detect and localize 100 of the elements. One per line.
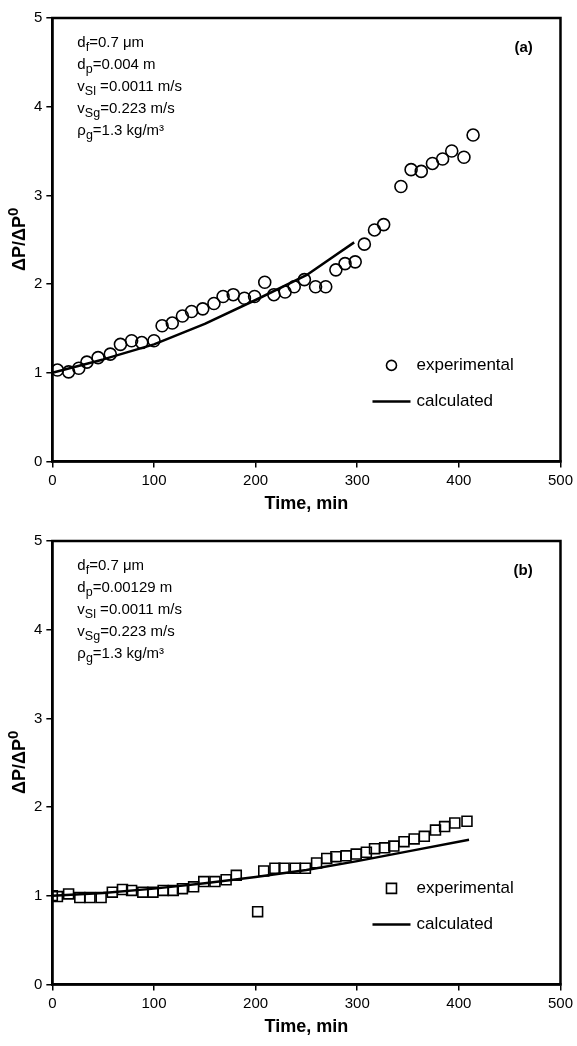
y-tick-label: 1 xyxy=(34,362,43,380)
point xyxy=(408,833,420,845)
point xyxy=(91,350,105,365)
point xyxy=(157,884,169,897)
point xyxy=(62,888,75,900)
annotation: d$_{f}$=0.7 μm xyxy=(77,556,145,577)
x-tick-label: 100 xyxy=(141,993,167,1011)
point xyxy=(278,862,290,874)
point xyxy=(267,287,281,302)
point xyxy=(278,285,292,299)
point xyxy=(388,840,400,852)
point xyxy=(198,875,210,888)
point xyxy=(457,150,471,165)
x-tick-label: 400 xyxy=(446,470,472,488)
point xyxy=(137,886,149,898)
point xyxy=(357,237,372,251)
y-tick-label: 0 xyxy=(34,974,43,992)
point xyxy=(226,287,241,302)
point xyxy=(52,363,65,377)
point xyxy=(113,337,128,352)
point xyxy=(320,852,333,865)
point xyxy=(257,865,270,877)
annotation: v$_{Sg}$=0.223 m/s xyxy=(77,99,175,120)
point xyxy=(338,256,352,271)
point xyxy=(251,905,264,918)
point xyxy=(209,875,221,888)
x-tick-label: 400 xyxy=(446,993,472,1011)
point xyxy=(360,846,373,859)
x-tick-label: 500 xyxy=(547,993,573,1011)
x-tick-label: 200 xyxy=(243,993,269,1011)
point xyxy=(103,347,118,361)
point xyxy=(367,223,382,237)
x-tick-label: 500 xyxy=(547,470,573,488)
point xyxy=(95,891,107,904)
point xyxy=(348,255,362,269)
annotation: v$_{Sl}$ =0.0011 m/s xyxy=(77,600,182,621)
text: (a) xyxy=(514,38,533,55)
text: (b) xyxy=(513,561,533,578)
point xyxy=(74,891,86,904)
point xyxy=(425,156,440,171)
point xyxy=(299,862,312,874)
x-tick-label: 0 xyxy=(48,993,57,1011)
point xyxy=(398,835,410,848)
point xyxy=(394,179,408,194)
point xyxy=(116,883,129,896)
y-tick-label: 2 xyxy=(34,797,43,815)
x-tick-label: 100 xyxy=(141,470,167,488)
x-tick-label: 200 xyxy=(243,470,269,488)
point xyxy=(318,279,333,294)
point xyxy=(414,164,429,179)
point xyxy=(310,857,323,869)
point xyxy=(461,815,473,827)
point xyxy=(61,365,76,379)
point xyxy=(435,152,450,166)
point xyxy=(438,820,451,833)
point xyxy=(184,304,199,319)
annotation: v$_{Sl}$ =0.0011 m/s xyxy=(77,77,182,98)
point xyxy=(289,862,301,874)
point xyxy=(52,890,64,903)
point xyxy=(106,886,119,898)
point xyxy=(429,824,442,836)
point xyxy=(297,272,312,287)
point xyxy=(340,850,352,862)
point xyxy=(230,869,243,882)
point xyxy=(376,217,391,232)
y-tick-label: 5 xyxy=(34,8,43,26)
point xyxy=(404,162,418,177)
point xyxy=(195,302,210,316)
x-tick-label: 300 xyxy=(344,993,370,1011)
point xyxy=(368,842,381,855)
point xyxy=(329,263,343,277)
point xyxy=(449,817,461,829)
point xyxy=(330,850,342,863)
point xyxy=(308,279,323,294)
point xyxy=(84,891,96,904)
point xyxy=(147,334,161,348)
y-tick-label: 1 xyxy=(34,885,43,903)
y-tick-label: 2 xyxy=(34,274,43,292)
point xyxy=(466,128,480,142)
point xyxy=(147,886,159,898)
point xyxy=(350,848,362,860)
point xyxy=(418,830,431,843)
point xyxy=(257,275,272,290)
x-axis-title: Time, min xyxy=(264,1016,349,1037)
point xyxy=(165,316,180,330)
point xyxy=(287,279,302,294)
y-tick-label: 5 xyxy=(34,531,43,549)
annotation: ρ$_{g}$=1.3 kg/m³ xyxy=(77,643,165,667)
annotation: ρ$_{g}$=1.3 kg/m³ xyxy=(77,120,165,144)
legend-label: experimental xyxy=(416,355,514,375)
point xyxy=(237,291,252,306)
legend-label: calculated xyxy=(416,391,494,411)
y-tick-label: 3 xyxy=(34,185,43,203)
point xyxy=(378,842,391,854)
legend-label: experimental xyxy=(416,878,514,898)
point xyxy=(207,296,221,311)
y-tick-label: 4 xyxy=(34,96,43,114)
point xyxy=(124,334,139,348)
point xyxy=(125,884,138,897)
point xyxy=(247,289,262,304)
